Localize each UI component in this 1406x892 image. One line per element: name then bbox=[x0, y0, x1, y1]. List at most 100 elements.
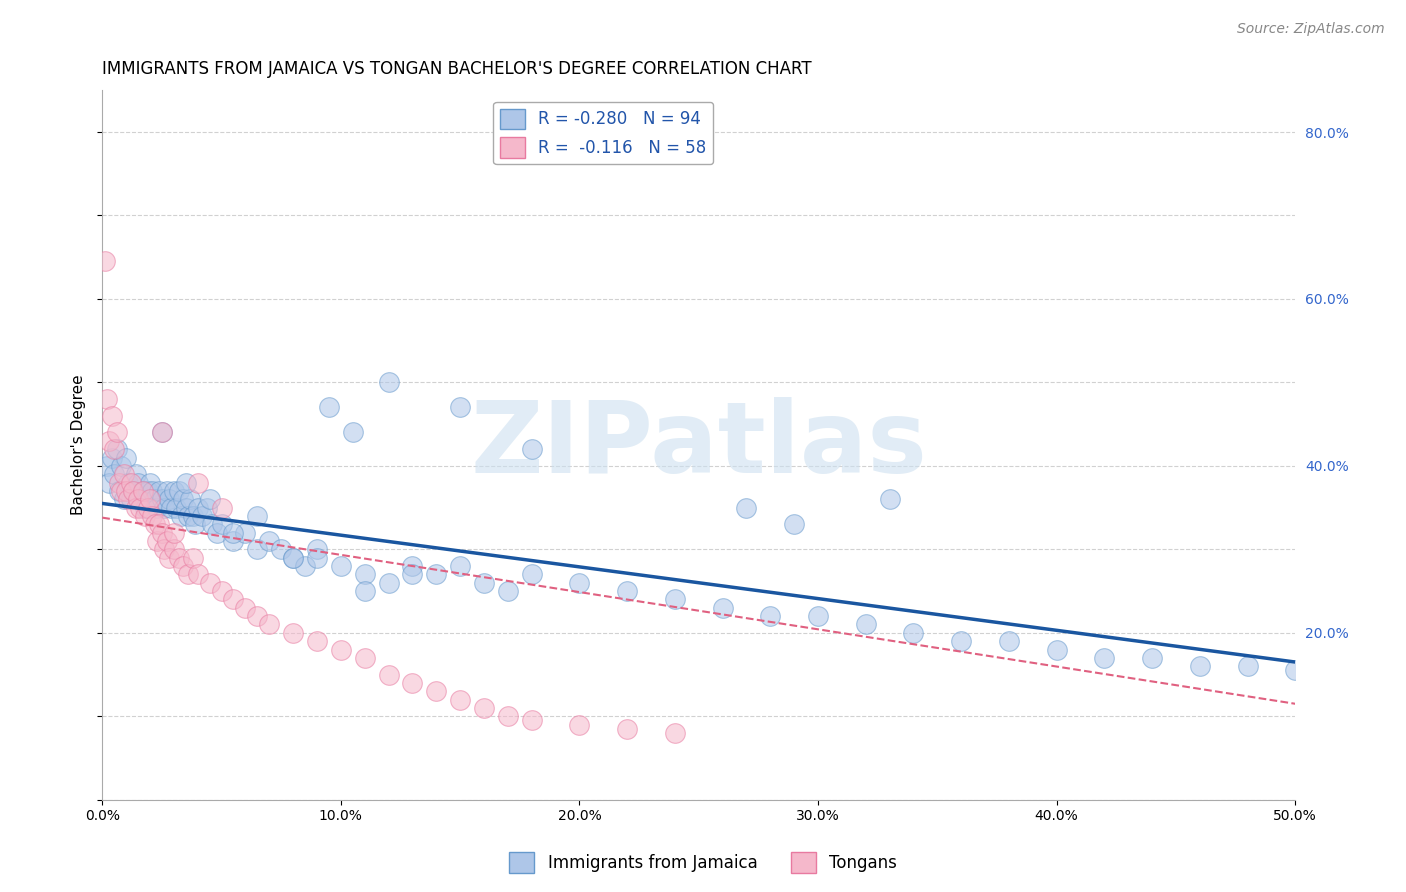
Point bbox=[449, 401, 471, 415]
Point bbox=[520, 567, 543, 582]
Point bbox=[100, 450, 122, 465]
Point bbox=[139, 475, 162, 490]
Text: Source: ZipAtlas.com: Source: ZipAtlas.com bbox=[1237, 22, 1385, 37]
Point bbox=[195, 500, 218, 515]
Point bbox=[98, 475, 121, 490]
Point bbox=[108, 483, 131, 498]
Point bbox=[100, 409, 122, 423]
Point bbox=[222, 525, 245, 540]
Point bbox=[153, 500, 176, 515]
Point bbox=[377, 667, 399, 681]
Point bbox=[150, 425, 173, 440]
Point bbox=[124, 500, 146, 515]
Point bbox=[112, 467, 135, 482]
Point bbox=[177, 508, 200, 523]
Point bbox=[108, 475, 131, 490]
Point bbox=[136, 500, 159, 515]
Point bbox=[425, 684, 447, 698]
Point bbox=[568, 717, 591, 731]
Point bbox=[201, 517, 224, 532]
Point bbox=[807, 609, 830, 624]
Point bbox=[117, 492, 139, 507]
Point bbox=[246, 542, 269, 557]
Point bbox=[1046, 642, 1069, 657]
Point bbox=[129, 492, 152, 507]
Point bbox=[122, 483, 145, 498]
Point bbox=[1236, 659, 1258, 673]
Point bbox=[353, 584, 375, 599]
Point bbox=[139, 492, 162, 507]
Point bbox=[174, 475, 197, 490]
Point bbox=[1092, 651, 1115, 665]
Point bbox=[150, 525, 173, 540]
Point bbox=[1140, 651, 1163, 665]
Point bbox=[211, 500, 233, 515]
Point bbox=[950, 634, 973, 648]
Point bbox=[141, 508, 163, 523]
Point bbox=[132, 483, 155, 498]
Point bbox=[157, 550, 180, 565]
Point bbox=[153, 542, 176, 557]
Point bbox=[96, 458, 118, 473]
Point bbox=[305, 634, 328, 648]
Point bbox=[112, 492, 135, 507]
Point bbox=[120, 475, 142, 490]
Point bbox=[401, 567, 423, 582]
Point bbox=[616, 722, 638, 736]
Point bbox=[120, 492, 142, 507]
Point bbox=[146, 500, 169, 515]
Point bbox=[246, 609, 269, 624]
Point bbox=[377, 376, 399, 390]
Point bbox=[664, 726, 686, 740]
Point bbox=[160, 500, 183, 515]
Point bbox=[1188, 659, 1211, 673]
Point bbox=[222, 592, 245, 607]
Point bbox=[281, 550, 304, 565]
Point bbox=[270, 542, 292, 557]
Point bbox=[305, 542, 328, 557]
Point bbox=[174, 500, 197, 515]
Point bbox=[222, 534, 245, 549]
Point bbox=[105, 425, 128, 440]
Point bbox=[148, 483, 170, 498]
Point bbox=[401, 676, 423, 690]
Point bbox=[172, 492, 194, 507]
Point bbox=[616, 584, 638, 599]
Point bbox=[759, 609, 782, 624]
Point bbox=[211, 517, 233, 532]
Point bbox=[127, 475, 149, 490]
Point bbox=[157, 492, 180, 507]
Point bbox=[318, 401, 340, 415]
Point bbox=[124, 467, 146, 482]
Point bbox=[401, 559, 423, 574]
Point bbox=[170, 508, 193, 523]
Point bbox=[472, 575, 495, 590]
Point bbox=[141, 483, 163, 498]
Point bbox=[235, 525, 257, 540]
Point bbox=[93, 254, 115, 268]
Y-axis label: Bachelor's Degree: Bachelor's Degree bbox=[72, 375, 86, 516]
Point bbox=[146, 534, 169, 549]
Point bbox=[150, 492, 173, 507]
Point bbox=[520, 442, 543, 457]
Point bbox=[257, 617, 280, 632]
Legend: R = -0.280   N = 94, R =  -0.116   N = 58: R = -0.280 N = 94, R = -0.116 N = 58 bbox=[494, 103, 713, 164]
Point bbox=[143, 492, 166, 507]
Point bbox=[735, 500, 758, 515]
Point bbox=[187, 567, 209, 582]
Point bbox=[711, 600, 734, 615]
Point bbox=[342, 425, 364, 440]
Point bbox=[163, 483, 186, 498]
Point bbox=[472, 701, 495, 715]
Text: ZIPatlas: ZIPatlas bbox=[470, 397, 927, 493]
Point bbox=[181, 508, 204, 523]
Point bbox=[568, 575, 591, 590]
Point bbox=[163, 542, 186, 557]
Point bbox=[294, 559, 316, 574]
Point bbox=[998, 634, 1021, 648]
Point bbox=[105, 442, 128, 457]
Point bbox=[879, 492, 901, 507]
Point bbox=[496, 709, 519, 723]
Point bbox=[246, 508, 269, 523]
Point bbox=[115, 483, 138, 498]
